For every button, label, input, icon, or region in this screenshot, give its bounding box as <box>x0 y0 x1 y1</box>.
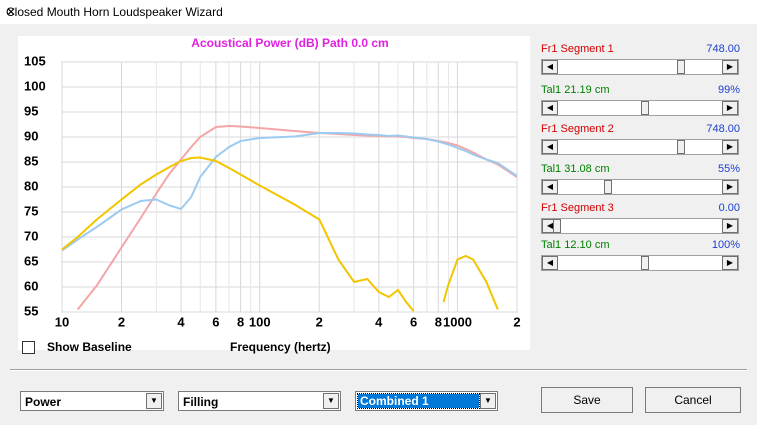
slider-label: Tal1 21.19 cm <box>541 84 610 96</box>
x-tick-label: 6 <box>212 314 219 329</box>
separator <box>10 369 747 371</box>
x-tick-label: 2 <box>316 314 323 329</box>
close-button[interactable]: ✕ <box>6 5 17 19</box>
x-tick-label: 1000 <box>443 314 472 329</box>
slider-value: 99% <box>717 84 740 96</box>
x-tick-label: 100 <box>249 314 271 329</box>
window-title: Closed Mouth Horn Loudspeaker Wizard <box>6 5 223 19</box>
y-tick-label: 95 <box>24 103 38 118</box>
x-tick-label: 2 <box>118 314 125 329</box>
y-tick-label: 105 <box>24 53 46 68</box>
slider-value: 748.00 <box>706 123 740 135</box>
slider-label: Tal1 31.08 cm <box>541 163 610 175</box>
y-tick-label: 80 <box>24 178 38 193</box>
y-tick-label: 70 <box>24 228 38 243</box>
slider-label: Fr1 Segment 1 <box>541 43 614 55</box>
y-tick-label: 60 <box>24 278 38 293</box>
slider-thumb[interactable] <box>677 60 685 74</box>
slider-right-arrow[interactable]: ▶ <box>722 140 738 154</box>
dropdown[interactable]: Combined 1 ▼ <box>355 391 498 411</box>
cancel-button[interactable]: Cancel <box>645 387 741 413</box>
chart: Acoustical Power (dB) Path 0.0 cm 55 60 65… <box>18 36 530 350</box>
chart-title: Acoustical Power (dB) Path 0.0 cm <box>191 36 388 50</box>
slider-left-arrow[interactable]: ◀ <box>542 101 558 115</box>
dropdown-text: Power <box>25 395 62 409</box>
slider-left-arrow[interactable]: ◀ <box>542 256 558 270</box>
dropdown[interactable]: Power ▼ <box>20 391 164 411</box>
slider-thumb[interactable] <box>641 101 649 115</box>
slider-value: 100% <box>711 239 740 251</box>
slider[interactable]: ◀ ▶ <box>541 255 739 271</box>
slider-value: 0.00 <box>718 202 740 214</box>
slider-thumb[interactable] <box>604 180 612 194</box>
x-tick-label: 8 <box>435 314 442 329</box>
dropdown[interactable]: Filling ▼ <box>178 391 341 411</box>
slider-label: Fr1 Segment 2 <box>541 123 614 135</box>
y-tick-label: 85 <box>24 153 38 168</box>
x-axis-label: Frequency (hertz) <box>230 340 331 354</box>
slider-value: 748.00 <box>706 43 740 55</box>
x-tick-label: 4 <box>375 314 383 329</box>
y-tick-label: 100 <box>24 78 46 93</box>
data-line <box>62 156 499 312</box>
data-line <box>62 132 517 252</box>
dropdown-button[interactable]: ▼ <box>323 393 339 409</box>
slider-value: 55% <box>717 163 740 175</box>
slider-thumb[interactable] <box>553 219 561 233</box>
x-tick-label: 8 <box>237 314 244 329</box>
slider[interactable]: ◀ ▶ <box>541 100 739 116</box>
slider-left-arrow[interactable]: ◀ <box>542 60 558 74</box>
slider-right-arrow[interactable]: ▶ <box>722 101 738 115</box>
checkbox[interactable] <box>22 341 35 354</box>
slider-left-arrow[interactable]: ◀ <box>542 140 558 154</box>
x-tick-label: 4 <box>177 314 185 329</box>
slider-thumb[interactable] <box>677 140 685 154</box>
y-tick-label: 65 <box>24 253 38 268</box>
slider[interactable]: ◀ ▶ <box>541 139 739 155</box>
data-line <box>76 124 517 311</box>
y-tick-label: 75 <box>24 203 38 218</box>
dropdown-button[interactable]: ▼ <box>480 393 496 409</box>
slider[interactable]: ◀ ▶ <box>541 218 739 234</box>
save-button[interactable]: Save <box>541 387 633 413</box>
y-tick-label: 55 <box>24 303 38 318</box>
slider-label: Fr1 Segment 3 <box>541 202 614 214</box>
slider-right-arrow[interactable]: ▶ <box>722 219 738 233</box>
dropdown-text: Combined 1 <box>357 393 480 409</box>
title-bar: Closed Mouth Horn Loudspeaker Wizard ✕ <box>0 0 757 24</box>
slider-right-arrow[interactable]: ▶ <box>722 180 738 194</box>
slider-label: Tal1 12.10 cm <box>541 239 610 251</box>
slider[interactable]: ◀ ▶ <box>541 179 739 195</box>
x-tick-label: 10 <box>55 314 69 329</box>
dropdown-text: Filling <box>183 395 219 409</box>
y-tick-label: 90 <box>24 128 38 143</box>
slider-right-arrow[interactable]: ▶ <box>722 256 738 270</box>
slider-thumb[interactable] <box>641 256 649 270</box>
x-tick-label: 6 <box>410 314 417 329</box>
slider[interactable]: ◀ ▶ <box>541 59 739 75</box>
dropdown-button[interactable]: ▼ <box>146 393 162 409</box>
slider-left-arrow[interactable]: ◀ <box>542 180 558 194</box>
x-tick-label: 2 <box>513 314 520 329</box>
slider-right-arrow[interactable]: ▶ <box>722 60 738 74</box>
checkbox-label[interactable]: Show Baseline <box>47 340 132 354</box>
